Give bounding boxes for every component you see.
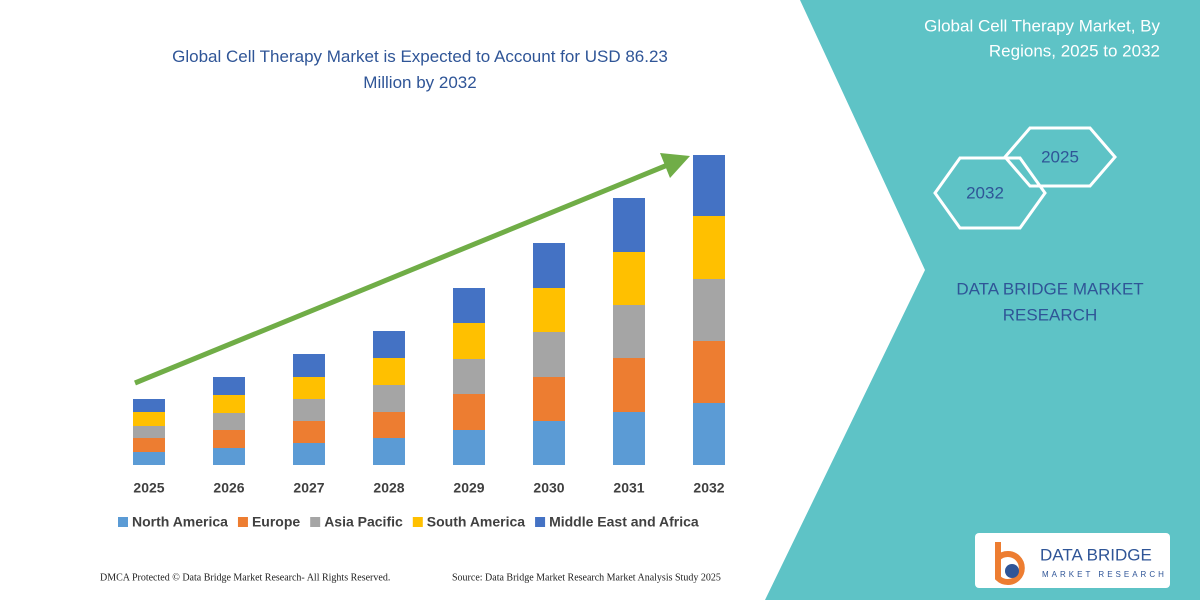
- bar-segment: [613, 198, 645, 252]
- bar-segment: [453, 323, 485, 359]
- bar-segment: [453, 430, 485, 465]
- bar-segment: [133, 438, 165, 452]
- bar-segment: [373, 331, 405, 358]
- bar-segment: [533, 377, 565, 421]
- bar-segment: [453, 288, 485, 323]
- bar-segment: [133, 412, 165, 426]
- hex-label: 2025: [1041, 147, 1079, 166]
- bar-segment: [453, 359, 485, 394]
- legend-label: Middle East and Africa: [549, 514, 699, 530]
- bar-segment: [533, 332, 565, 377]
- panel-title: Regions, 2025 to 2032: [989, 41, 1160, 60]
- x-tick-label: 2026: [213, 480, 244, 496]
- bar-segment: [693, 403, 725, 465]
- chart-title: Global Cell Therapy Market is Expected t…: [172, 47, 668, 92]
- bar-segment: [453, 394, 485, 430]
- bar-segment: [533, 421, 565, 465]
- bar-segment: [133, 452, 165, 465]
- side-panel: [765, 0, 1200, 600]
- legend-label: South America: [427, 514, 525, 530]
- bar-segment: [133, 426, 165, 438]
- x-tick-label: 2032: [693, 480, 724, 496]
- bar-segment: [613, 412, 645, 465]
- legend-swatch: [237, 517, 248, 527]
- legend-swatch: [412, 517, 423, 527]
- legend-swatch: [118, 517, 128, 527]
- x-tick-label: 2028: [373, 480, 404, 496]
- logo-box: [975, 533, 1170, 588]
- hexagon: [933, 156, 1047, 230]
- legend-label: Asia Pacific: [324, 514, 403, 530]
- footer-text: DMCA Protected © Data Bridge Market Rese…: [100, 572, 390, 583]
- bar-segment: [213, 395, 245, 413]
- legend-label: North America: [132, 514, 228, 530]
- bar-segment: [693, 155, 725, 216]
- x-tick-label: 2030: [533, 480, 564, 496]
- trend-arrow: [134, 161, 671, 386]
- bar-segment: [373, 438, 405, 465]
- x-tick-label: 2027: [293, 480, 324, 496]
- bar-segment: [293, 399, 325, 421]
- bar-segment: [293, 443, 325, 465]
- logo-name: DATA BRIDGE: [1040, 545, 1152, 564]
- bar-segment: [373, 385, 405, 412]
- trend-arrow-head: [660, 153, 690, 178]
- bar-segment: [693, 216, 725, 279]
- bar-segment: [293, 421, 325, 443]
- logo-tagline: MARKET RESEARCH: [1042, 570, 1167, 579]
- bar-segment: [533, 243, 565, 288]
- bar-segment: [693, 279, 725, 341]
- x-tick-label: 2025: [133, 480, 164, 496]
- brand-text: RESEARCH: [1003, 305, 1097, 324]
- legend-label: Europe: [252, 514, 300, 530]
- logo-mark: [1005, 564, 1019, 578]
- bar-segment: [613, 358, 645, 412]
- bar-segment: [373, 358, 405, 385]
- bar-segment: [293, 377, 325, 399]
- bar-segment: [213, 377, 245, 395]
- bar-segment: [213, 413, 245, 430]
- logo-mark: [995, 542, 1025, 585]
- bar-segment: [533, 288, 565, 332]
- bar-segment: [373, 412, 405, 438]
- bar-segment: [613, 305, 645, 358]
- bar-segment: [693, 341, 725, 403]
- x-tick-label: 2029: [453, 480, 484, 496]
- bar-segment: [133, 399, 165, 412]
- panel-title: Global Cell Therapy Market, By: [924, 16, 1160, 35]
- bar-segment: [213, 448, 245, 465]
- footer-text: Source: Data Bridge Market Research Mark…: [452, 572, 721, 583]
- legend-swatch: [310, 517, 321, 527]
- bar-segment: [293, 354, 325, 377]
- legend-swatch: [535, 517, 546, 527]
- brand-text: DATA BRIDGE MARKET: [956, 279, 1143, 298]
- x-tick-label: 2031: [613, 480, 644, 496]
- hex-label: 2032: [966, 183, 1004, 202]
- bar-segment: [613, 252, 645, 305]
- bar-segment: [213, 430, 245, 448]
